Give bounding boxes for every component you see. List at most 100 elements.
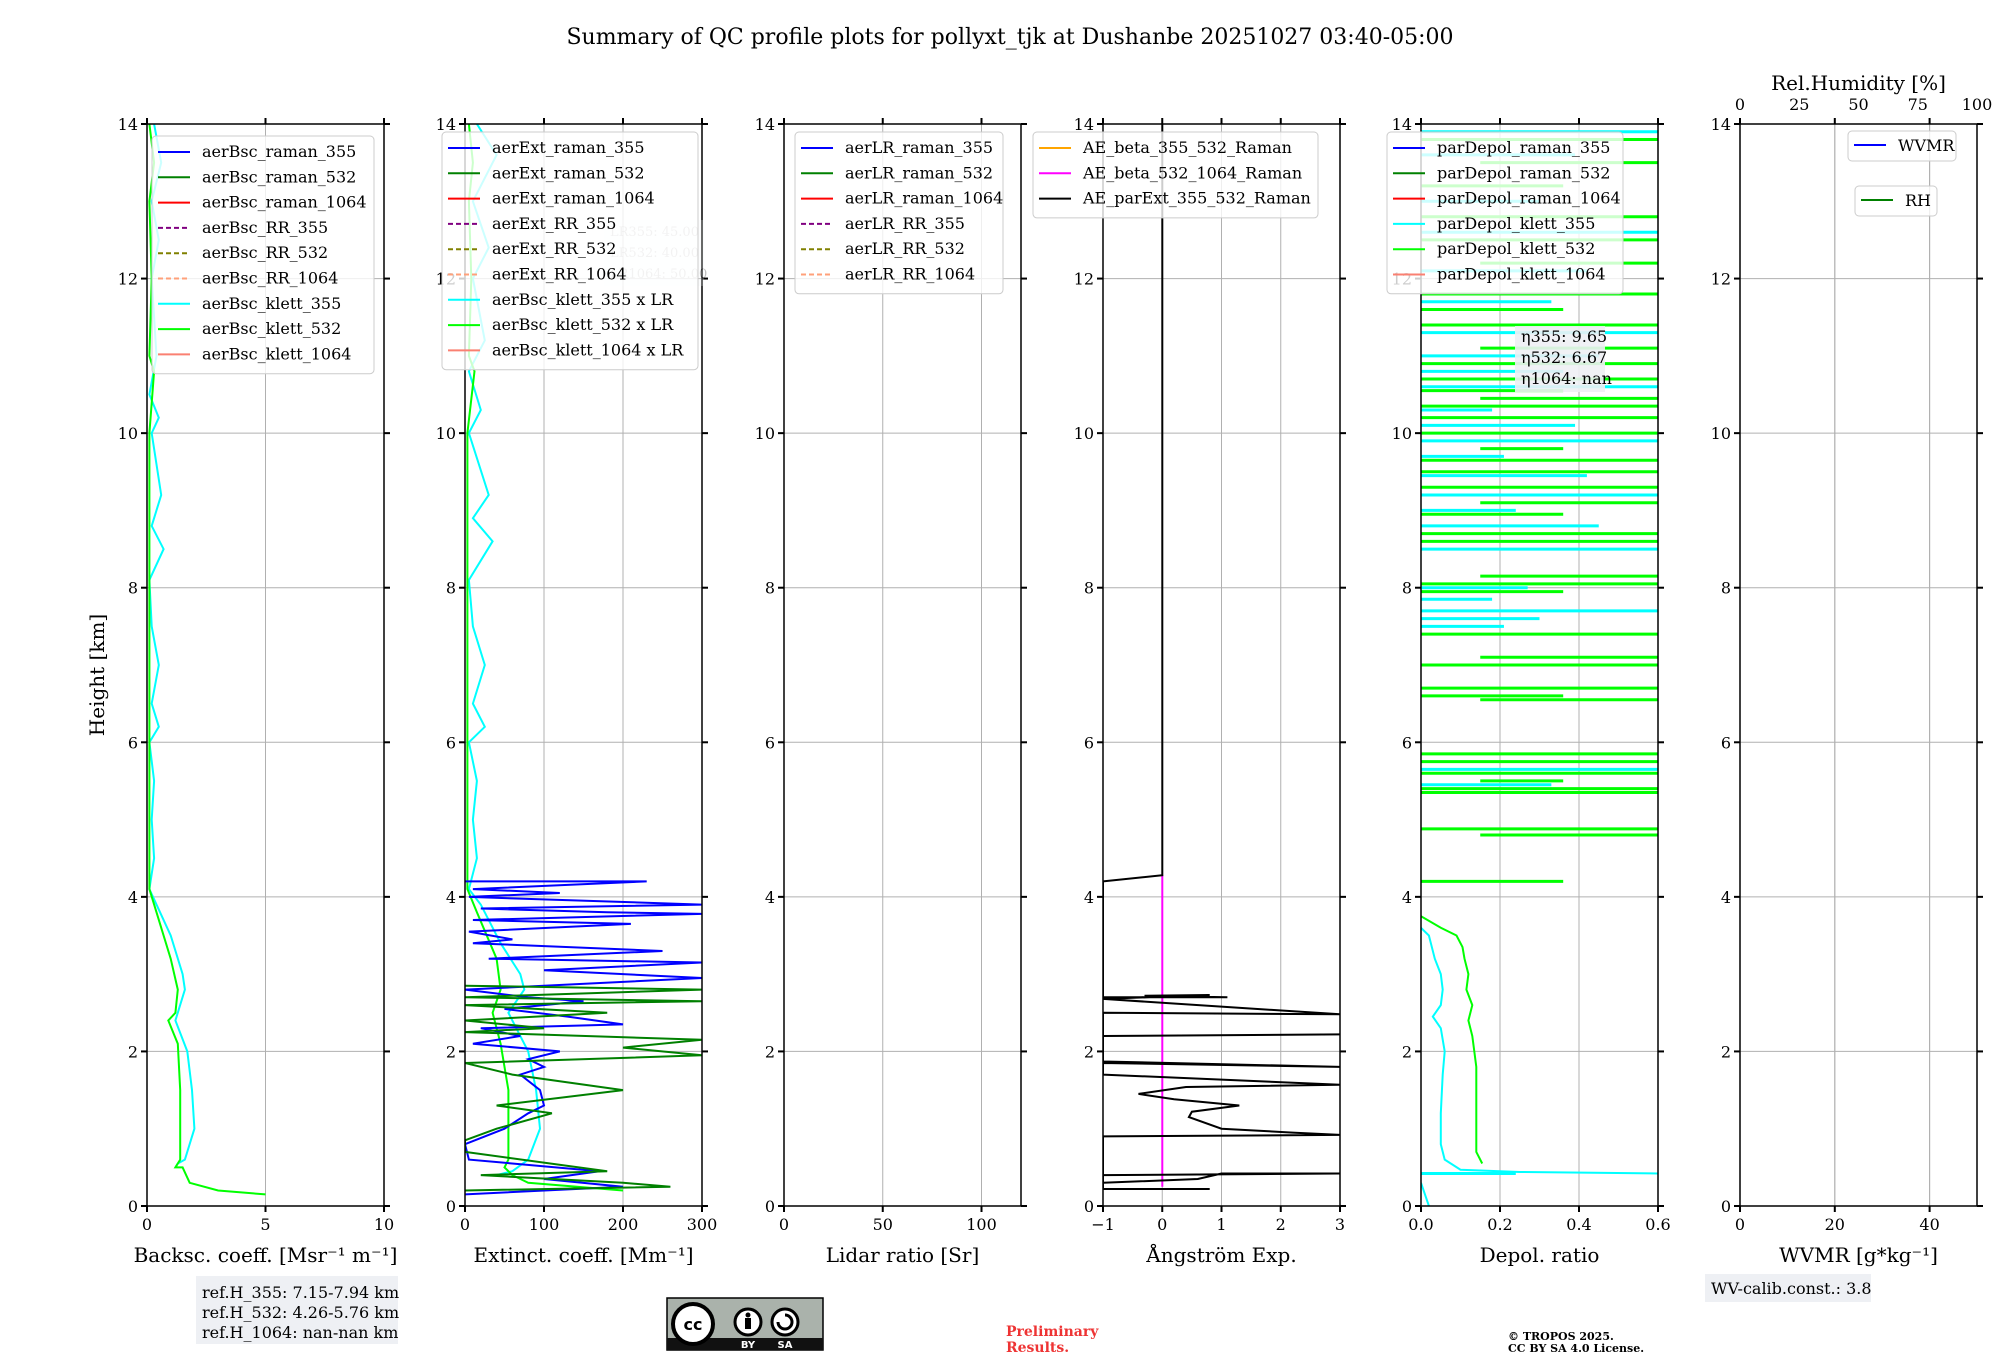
axes-frame xyxy=(1739,123,1978,1207)
y-tick-label: 10 xyxy=(436,424,456,443)
y-tick-label: 14 xyxy=(118,115,138,134)
legend-label: aerBsc_klett_532 x LR xyxy=(492,315,674,334)
annotation-line: η532: 6.67 xyxy=(1521,348,1607,367)
y-tick-label: 14 xyxy=(1074,115,1094,134)
x-axis-label: Backsc. coeff. [Msr⁻¹ m⁻¹] xyxy=(134,1243,398,1267)
x-tick-label: 40 xyxy=(1919,1215,1939,1234)
x-tick-label: 3 xyxy=(1335,1215,1345,1234)
x-tick-label: 0.4 xyxy=(1566,1215,1591,1234)
data-series xyxy=(1103,124,1340,1190)
y-tick-label: 2 xyxy=(1084,1042,1094,1061)
legend-label: aerBsc_klett_355 x LR xyxy=(492,290,674,309)
legend-box xyxy=(1032,131,1319,219)
y-tick-label: 2 xyxy=(765,1042,775,1061)
legend-label: aerBsc_RR_355 xyxy=(202,218,328,237)
legend: aerLR_raman_355 aerLR_raman_532 aerLR_rama… xyxy=(794,131,1004,295)
ref-heights-background xyxy=(196,1276,398,1344)
ticks: 0 2 4 6 8 10 12 14 0 5 10 xyxy=(118,115,395,1234)
svg-text:BY: BY xyxy=(741,1340,756,1351)
legend-label: AE_beta_355_532_Raman xyxy=(1082,138,1292,157)
y-tick-label: 0 xyxy=(446,1197,456,1216)
legend-label: parDepol_raman_1064 xyxy=(1437,189,1621,208)
y-tick-label: 10 xyxy=(118,424,138,443)
x-tick-label: 0.2 xyxy=(1487,1215,1512,1234)
y-tick-label: 8 xyxy=(446,579,456,598)
legend-label: parDepol_raman_532 xyxy=(1437,163,1610,182)
cc-icon xyxy=(671,1302,715,1346)
y-tick-label: 0 xyxy=(128,1197,138,1216)
preliminary-line2: Results. xyxy=(1006,1340,1069,1356)
x-tick-label: 300 xyxy=(687,1215,718,1234)
legend-label: aerBsc_raman_355 xyxy=(202,142,356,161)
series-parDepol_klett_532 xyxy=(1421,915,1484,1164)
annotation-line: η1064: nan xyxy=(1521,369,1612,388)
x-tick-label: 20 xyxy=(1825,1215,1845,1234)
legend-label: aerLR_RR_1064 xyxy=(845,265,975,284)
ref-height-532: ref.H_532: 4.26-5.76 km xyxy=(202,1303,399,1322)
copyright-line1: © TROPOS 2025. xyxy=(1508,1330,1614,1343)
y-tick-label: 4 xyxy=(1402,888,1412,907)
x-top-tick-label: 75 xyxy=(1908,95,1928,114)
svg-text:SA: SA xyxy=(778,1340,793,1351)
x-axis-label: WVMR [g*kg⁻¹] xyxy=(1779,1243,1938,1267)
ticks: 0 2 4 6 8 10 12 14 0 50 100 xyxy=(755,115,1027,1234)
legend-label: aerBsc_RR_532 xyxy=(202,243,328,262)
y-tick-label: 0 xyxy=(765,1197,775,1216)
y-tick-label: 4 xyxy=(128,888,138,907)
y-tick-label: 14 xyxy=(755,115,775,134)
y-axis-label: Height [km] xyxy=(85,614,109,736)
y-tick-label: 12 xyxy=(755,270,775,289)
y-tick-label: 8 xyxy=(1084,579,1094,598)
legend-label: aerBsc_klett_532 xyxy=(202,319,341,338)
x-top-tick-label: 25 xyxy=(1789,95,1809,114)
ref-heights-box: ref.H_355: 7.15-7.94 km ref.H_532: 4.26-… xyxy=(196,1276,399,1344)
y-tick-label: 4 xyxy=(1721,888,1731,907)
y-tick-label: 6 xyxy=(1402,733,1412,752)
x-axis-label: Lidar ratio [Sr] xyxy=(826,1243,980,1267)
legend-label: aerLR_raman_532 xyxy=(845,163,993,182)
legend-label: aerExt_raman_355 xyxy=(492,138,645,157)
x-tick-label: 200 xyxy=(608,1215,639,1234)
x-axis-label: Depol. ratio xyxy=(1480,1243,1600,1267)
y-tick-label: 10 xyxy=(1711,424,1731,443)
legend: aerBsc_raman_355 aerBsc_raman_532 aerBsc_r… xyxy=(151,135,375,375)
x-axis-label: Ångström Exp. xyxy=(1145,1242,1296,1267)
y-tick-label: 10 xyxy=(1392,424,1412,443)
share-alike-icon xyxy=(770,1307,800,1337)
ref-height-355: ref.H_355: 7.15-7.94 km xyxy=(202,1283,399,1302)
ref-height-1064: ref.H_1064: nan-nan km xyxy=(202,1323,398,1342)
legend-box xyxy=(1854,185,1938,217)
legend-label: WVMR xyxy=(1898,136,1955,155)
axes-frame xyxy=(783,123,1022,1207)
y-tick-label: 0 xyxy=(1721,1197,1731,1216)
series-aerBsc_klett_532 xyxy=(148,124,266,1196)
x-top-axis-label: Rel.Humidity [%] xyxy=(1771,71,1946,95)
legend-label: aerBsc_klett_355 xyxy=(202,294,341,313)
panel-extinction: 024681012140100200300Extinct. coeff. [Mm… xyxy=(436,115,718,1267)
annotation-line: η355: 9.65 xyxy=(1521,327,1607,346)
y-tick-label: 10 xyxy=(755,424,775,443)
legend: parDepol_raman_355 parDepol_raman_532 parD… xyxy=(1386,131,1624,295)
y-tick-label: 2 xyxy=(1402,1042,1412,1061)
svg-text:cc: cc xyxy=(684,1315,703,1334)
y-tick-label: 4 xyxy=(1084,888,1094,907)
y-tick-label: 0 xyxy=(1084,1197,1094,1216)
x-tick-label: 50 xyxy=(873,1215,893,1234)
y-tick-label: 8 xyxy=(1721,579,1731,598)
legend-label: parDepol_klett_532 xyxy=(1437,239,1595,258)
y-tick-label: 8 xyxy=(765,579,775,598)
legend: WVMR RH xyxy=(1847,130,1957,217)
x-tick-label: 0.6 xyxy=(1645,1215,1670,1234)
legend-label: aerExt_RR_1064 xyxy=(492,265,627,284)
x-tick-label: 100 xyxy=(529,1215,560,1234)
wv-calib-text: WV-calib.const.: 3.8 xyxy=(1711,1279,1872,1298)
y-tick-label: 6 xyxy=(128,733,138,752)
grid-lines xyxy=(1739,123,1977,1207)
y-tick-label: 2 xyxy=(1721,1042,1731,1061)
legend-box xyxy=(1847,130,1957,162)
y-tick-label: 14 xyxy=(1392,115,1412,134)
